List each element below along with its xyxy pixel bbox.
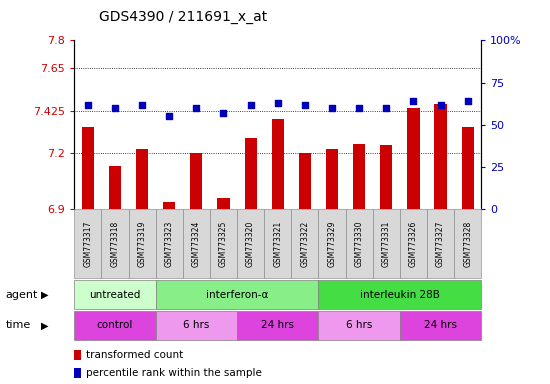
Bar [380,146,392,209]
Point [138,101,146,108]
Text: GSM773325: GSM773325 [219,221,228,267]
Text: GSM773328: GSM773328 [463,221,472,267]
Text: 6 hrs: 6 hrs [346,320,372,331]
Text: GSM773318: GSM773318 [111,221,119,267]
Bar [82,127,94,209]
Text: GSM773323: GSM773323 [164,221,174,267]
Point [300,101,309,108]
Point [192,105,201,111]
Point [273,100,282,106]
Point [382,105,390,111]
Text: GDS4390 / 211691_x_at: GDS4390 / 211691_x_at [99,10,267,24]
Text: ▶: ▶ [41,320,49,331]
Text: ▶: ▶ [41,290,49,300]
Text: 24 hrs: 24 hrs [424,320,457,331]
Text: GSM773317: GSM773317 [83,221,92,267]
Point [328,105,337,111]
Text: interleukin 28B: interleukin 28B [360,290,440,300]
Bar [217,198,229,209]
Text: interferon-α: interferon-α [206,290,268,300]
Bar [353,144,365,209]
Text: GSM773320: GSM773320 [246,221,255,267]
Bar [190,153,202,209]
Text: GSM773322: GSM773322 [300,221,310,267]
Point [246,101,255,108]
Bar [109,166,121,209]
Point [165,113,174,119]
Text: GSM773326: GSM773326 [409,221,418,267]
Bar [136,149,148,209]
Text: GSM773327: GSM773327 [436,221,445,267]
Point [409,98,418,104]
Text: control: control [97,320,133,331]
Text: percentile rank within the sample: percentile rank within the sample [86,368,262,378]
Text: GSM773324: GSM773324 [192,221,201,267]
Point [436,101,445,108]
Bar [434,104,447,209]
Point [219,110,228,116]
Text: agent: agent [6,290,38,300]
Point [111,105,119,111]
Text: GSM773329: GSM773329 [327,221,337,267]
Bar [326,149,338,209]
Point [355,105,364,111]
Point [463,98,472,104]
Text: time: time [6,320,31,331]
Bar [461,127,474,209]
Text: 24 hrs: 24 hrs [261,320,294,331]
Bar [408,108,420,209]
Text: 6 hrs: 6 hrs [183,320,210,331]
Bar [272,119,284,209]
Point [84,101,92,108]
Bar [245,138,257,209]
Text: GSM773321: GSM773321 [273,221,282,267]
Bar [299,153,311,209]
Text: transformed count: transformed count [86,350,184,360]
Text: GSM773331: GSM773331 [382,221,391,267]
Text: untreated: untreated [89,290,141,300]
Text: GSM773330: GSM773330 [355,220,364,267]
Text: GSM773319: GSM773319 [138,221,147,267]
Bar [163,202,175,209]
